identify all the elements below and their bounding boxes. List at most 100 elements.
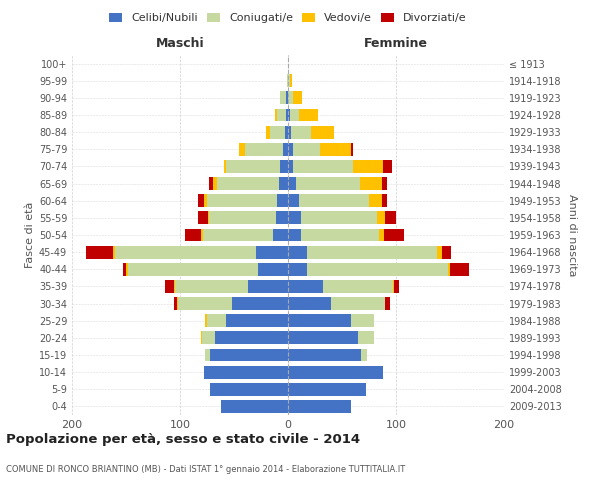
Bar (361, 348, 367, 362)
Bar (290, 108, 299, 122)
Bar (290, 74, 292, 87)
Bar (165, 280, 173, 293)
Bar (173, 280, 175, 293)
Bar (288, 143, 293, 156)
Bar (275, 108, 277, 122)
Bar (299, 194, 369, 207)
Bar (437, 246, 442, 258)
Bar (307, 246, 437, 258)
Bar (361, 177, 382, 190)
Bar (283, 143, 288, 156)
Bar (273, 228, 288, 241)
Bar (382, 177, 388, 190)
Bar (126, 263, 128, 276)
Bar (286, 108, 288, 122)
Bar (288, 383, 366, 396)
Bar (311, 126, 334, 138)
Bar (115, 246, 256, 258)
Bar (358, 332, 374, 344)
Bar (113, 246, 115, 258)
Bar (385, 212, 396, 224)
Bar (208, 212, 209, 224)
Bar (280, 177, 288, 190)
Bar (217, 177, 280, 190)
Bar (296, 177, 361, 190)
Bar (215, 332, 288, 344)
Bar (288, 177, 296, 190)
Bar (450, 263, 469, 276)
Bar (285, 126, 288, 138)
Legend: Celibi/Nubili, Coniugati/e, Vedovi/e, Divorziati/e: Celibi/Nubili, Coniugati/e, Vedovi/e, Di… (105, 8, 471, 28)
Bar (288, 108, 290, 122)
Bar (350, 314, 374, 327)
Text: Maschi: Maschi (155, 37, 205, 50)
Bar (288, 92, 293, 104)
Bar (385, 297, 389, 310)
Bar (204, 366, 288, 378)
Bar (288, 280, 323, 293)
Bar (288, 263, 307, 276)
Bar (287, 74, 288, 87)
Bar (209, 177, 214, 190)
Bar (288, 160, 293, 173)
Bar (277, 194, 288, 207)
Bar (221, 400, 288, 413)
Bar (377, 212, 385, 224)
Bar (128, 263, 258, 276)
Bar (209, 212, 276, 224)
Bar (353, 160, 383, 173)
Bar (331, 297, 385, 310)
Bar (199, 194, 204, 207)
Bar (205, 348, 210, 362)
Bar (178, 297, 232, 310)
Bar (394, 280, 399, 293)
Text: COMUNE DI RONCO BRIANTINO (MB) - Dati ISTAT 1° gennaio 2014 - Elaborazione TUTTI: COMUNE DI RONCO BRIANTINO (MB) - Dati IS… (6, 466, 405, 474)
Bar (299, 108, 318, 122)
Bar (288, 400, 350, 413)
Bar (288, 332, 358, 344)
Bar (288, 126, 291, 138)
Bar (239, 143, 245, 156)
Bar (288, 297, 331, 310)
Bar (393, 280, 394, 293)
Bar (226, 160, 280, 173)
Bar (277, 108, 286, 122)
Bar (301, 212, 377, 224)
Bar (185, 228, 200, 241)
Bar (288, 366, 383, 378)
Bar (291, 126, 311, 138)
Bar (177, 297, 178, 310)
Bar (280, 92, 286, 104)
Bar (288, 314, 350, 327)
Bar (210, 383, 288, 396)
Y-axis label: Anni di nascita: Anni di nascita (567, 194, 577, 276)
Bar (248, 280, 288, 293)
Bar (204, 194, 207, 207)
Bar (288, 228, 301, 241)
Bar (384, 228, 404, 241)
Text: Popolazione per età, sesso e stato civile - 2014: Popolazione per età, sesso e stato civil… (6, 432, 360, 446)
Bar (173, 297, 177, 310)
Bar (288, 348, 361, 362)
Bar (448, 263, 450, 276)
Bar (382, 194, 388, 207)
Bar (200, 228, 203, 241)
Bar (202, 332, 215, 344)
Bar (258, 263, 288, 276)
Bar (383, 160, 392, 173)
Bar (293, 143, 320, 156)
Bar (323, 280, 393, 293)
Bar (203, 228, 273, 241)
Bar (266, 126, 269, 138)
Bar (307, 263, 448, 276)
Bar (210, 348, 288, 362)
Bar (288, 246, 307, 258)
Bar (301, 228, 379, 241)
Bar (226, 314, 288, 327)
Bar (320, 143, 350, 156)
Bar (286, 92, 288, 104)
Text: Femmine: Femmine (364, 37, 428, 50)
Bar (288, 194, 299, 207)
Bar (205, 314, 207, 327)
Bar (350, 143, 353, 156)
